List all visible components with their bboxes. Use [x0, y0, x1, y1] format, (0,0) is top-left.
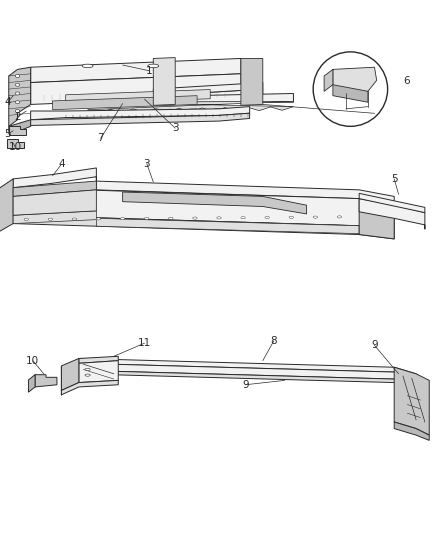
Ellipse shape: [15, 109, 20, 112]
Polygon shape: [13, 190, 96, 215]
Polygon shape: [215, 108, 223, 112]
Polygon shape: [394, 422, 429, 440]
Polygon shape: [31, 74, 241, 104]
Ellipse shape: [72, 218, 77, 220]
Text: 6: 6: [403, 76, 410, 86]
Text: 1: 1: [145, 66, 152, 76]
Text: 10: 10: [9, 142, 22, 152]
Polygon shape: [13, 181, 96, 197]
Ellipse shape: [265, 216, 269, 219]
Polygon shape: [153, 83, 263, 96]
Polygon shape: [123, 192, 307, 214]
Polygon shape: [31, 107, 250, 120]
Polygon shape: [79, 364, 416, 385]
Polygon shape: [153, 89, 263, 104]
Ellipse shape: [85, 368, 90, 370]
Polygon shape: [9, 120, 31, 132]
Polygon shape: [79, 370, 416, 388]
Polygon shape: [188, 109, 197, 112]
Ellipse shape: [85, 374, 90, 376]
Polygon shape: [359, 199, 425, 229]
Polygon shape: [359, 193, 425, 213]
Ellipse shape: [48, 218, 53, 220]
Text: 9: 9: [242, 379, 249, 390]
Text: 5: 5: [4, 129, 11, 139]
Polygon shape: [333, 67, 377, 93]
Polygon shape: [153, 58, 175, 106]
Text: 8: 8: [270, 336, 277, 346]
Ellipse shape: [169, 217, 173, 220]
Polygon shape: [333, 85, 368, 102]
Polygon shape: [79, 361, 118, 383]
Polygon shape: [9, 67, 31, 126]
Ellipse shape: [15, 83, 20, 86]
Polygon shape: [53, 96, 197, 110]
Polygon shape: [31, 113, 250, 125]
Text: 7: 7: [97, 133, 104, 143]
Polygon shape: [324, 69, 333, 91]
Polygon shape: [162, 109, 171, 112]
Ellipse shape: [15, 92, 20, 95]
Text: 11: 11: [138, 338, 151, 348]
Polygon shape: [394, 367, 429, 435]
Ellipse shape: [289, 216, 293, 219]
Polygon shape: [79, 356, 118, 364]
Ellipse shape: [337, 216, 342, 218]
Polygon shape: [31, 59, 241, 83]
Text: 3: 3: [172, 123, 179, 133]
Polygon shape: [0, 179, 13, 233]
Polygon shape: [61, 359, 79, 391]
Text: 4: 4: [4, 97, 11, 107]
Text: 2: 2: [14, 112, 21, 122]
Ellipse shape: [15, 101, 20, 104]
Polygon shape: [359, 199, 394, 239]
Polygon shape: [13, 188, 394, 231]
Text: 4: 4: [58, 159, 65, 169]
Polygon shape: [13, 211, 359, 233]
Ellipse shape: [120, 217, 125, 220]
Polygon shape: [13, 168, 394, 205]
Polygon shape: [88, 101, 293, 113]
Ellipse shape: [96, 218, 101, 220]
Polygon shape: [13, 215, 394, 239]
Text: 10: 10: [26, 356, 39, 366]
Ellipse shape: [145, 217, 149, 220]
Polygon shape: [7, 140, 24, 148]
Text: 9: 9: [371, 341, 378, 350]
Text: 5: 5: [391, 174, 398, 184]
Circle shape: [313, 52, 388, 126]
Ellipse shape: [193, 217, 197, 219]
Ellipse shape: [24, 219, 28, 221]
Ellipse shape: [15, 75, 20, 77]
Polygon shape: [88, 93, 293, 102]
Polygon shape: [241, 59, 263, 106]
Ellipse shape: [241, 216, 245, 219]
Polygon shape: [28, 375, 35, 392]
Polygon shape: [35, 375, 57, 387]
Polygon shape: [79, 359, 416, 378]
Ellipse shape: [217, 217, 221, 219]
Ellipse shape: [313, 216, 318, 218]
Ellipse shape: [148, 64, 159, 68]
Ellipse shape: [82, 64, 93, 68]
Text: 3: 3: [143, 159, 150, 168]
Polygon shape: [61, 381, 118, 395]
Polygon shape: [66, 90, 210, 104]
Polygon shape: [9, 126, 26, 135]
